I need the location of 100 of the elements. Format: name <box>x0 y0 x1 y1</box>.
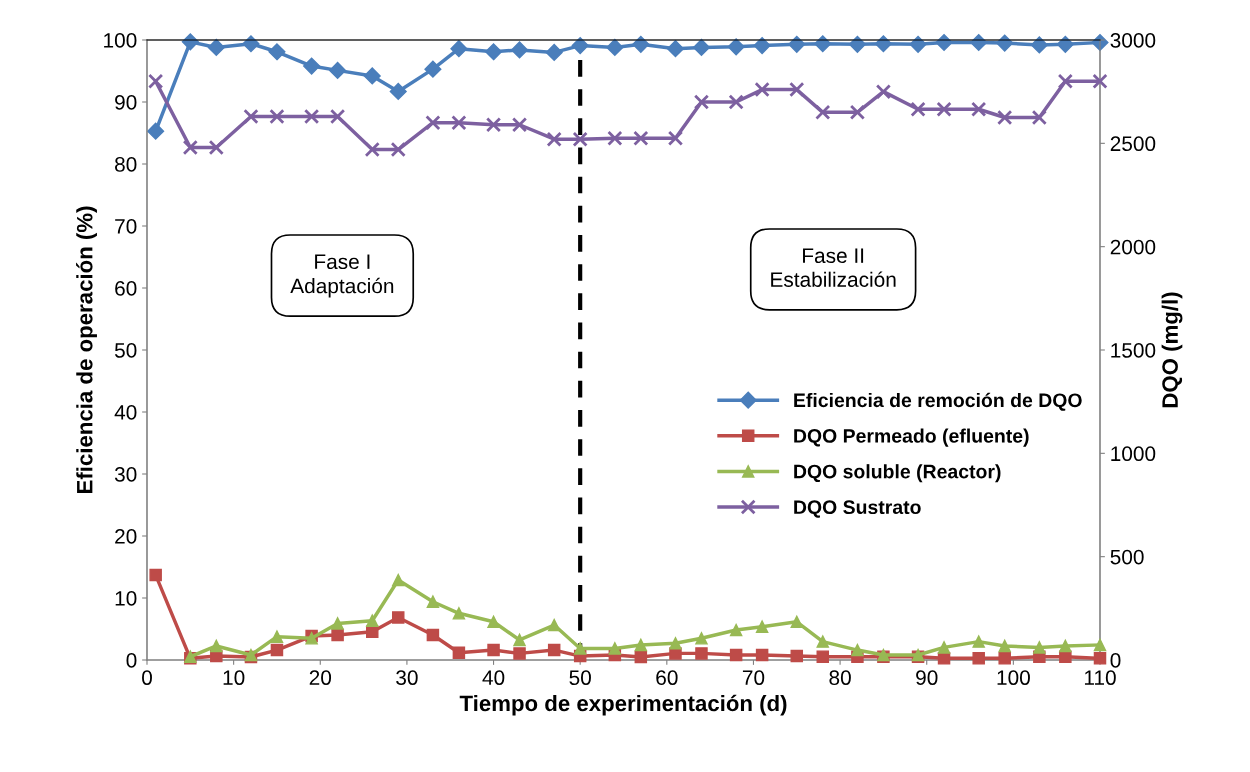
y2-tick-label: 500 <box>1110 549 1144 565</box>
point <box>487 643 500 657</box>
point <box>1059 650 1072 663</box>
y-tick-label: 90 <box>115 95 137 110</box>
point <box>207 38 225 56</box>
y-tick-label: 50 <box>114 343 137 358</box>
point <box>754 81 770 98</box>
point <box>547 618 561 632</box>
point <box>606 38 624 56</box>
point <box>364 141 380 158</box>
point <box>669 637 682 650</box>
point <box>268 43 286 61</box>
point <box>303 108 320 125</box>
point <box>936 101 952 117</box>
point <box>547 643 561 657</box>
point <box>1033 641 1046 654</box>
point <box>511 117 528 133</box>
y2-tick-label: 0 <box>1110 653 1121 668</box>
point <box>270 643 284 657</box>
point <box>816 635 830 648</box>
legend-label: Eficiencia de remoción de DQO <box>794 392 1082 411</box>
x-tick-label: 60 <box>656 670 678 686</box>
point <box>545 43 563 61</box>
point <box>634 638 648 652</box>
point <box>389 82 407 101</box>
y-tick-label: 10 <box>115 591 137 606</box>
legend-label: DQO soluble (Reactor) <box>794 464 1001 483</box>
point <box>391 573 405 587</box>
point <box>729 648 743 662</box>
point <box>571 37 589 55</box>
x-tick-label: 0 <box>142 670 152 686</box>
point <box>485 117 502 133</box>
point <box>1059 639 1072 653</box>
y-tick-label: 60 <box>115 281 137 296</box>
point <box>998 639 1011 653</box>
point <box>1030 36 1048 54</box>
point <box>789 81 805 98</box>
point <box>755 620 769 633</box>
legend-label: DQO Permeado (efluente) <box>794 428 1029 447</box>
point <box>815 104 831 120</box>
point <box>1093 652 1107 665</box>
point <box>753 37 771 55</box>
point <box>728 94 744 110</box>
point <box>149 568 162 582</box>
point <box>755 648 769 662</box>
point <box>695 632 708 645</box>
y2-tick-label: 3000 <box>1110 33 1156 48</box>
y-tick-label: 80 <box>115 157 137 172</box>
y-tick-label: 40 <box>114 405 137 420</box>
point <box>972 635 985 648</box>
point <box>1092 73 1108 89</box>
point <box>270 630 284 643</box>
y2-tick-label: 2000 <box>1110 239 1156 255</box>
point <box>366 625 379 638</box>
point <box>484 43 503 61</box>
point <box>452 607 466 620</box>
y-tick-label: 100 <box>104 33 137 48</box>
point <box>875 84 892 100</box>
point <box>147 122 165 140</box>
point <box>331 617 344 630</box>
point <box>692 38 711 56</box>
point <box>997 109 1013 126</box>
point <box>546 131 562 147</box>
point <box>909 35 927 53</box>
x-tick-label: 40 <box>482 670 505 686</box>
point <box>390 141 406 158</box>
y2-tick-label: 1000 <box>1111 446 1156 462</box>
point <box>391 611 405 624</box>
point <box>727 38 745 56</box>
point <box>426 628 440 642</box>
y2-axis-title: DQO (mg/l) <box>1161 292 1183 408</box>
point <box>450 40 468 58</box>
point <box>210 639 223 653</box>
point <box>510 41 529 59</box>
point <box>148 73 164 89</box>
point <box>366 614 379 627</box>
point <box>452 646 466 660</box>
point <box>1057 73 1073 89</box>
point <box>208 139 224 156</box>
point <box>790 649 804 663</box>
point <box>329 61 347 79</box>
point <box>426 595 440 608</box>
point <box>634 650 648 664</box>
legend-label: DQO Sustrato <box>794 500 921 518</box>
point <box>182 139 198 156</box>
x-tick-label: 30 <box>396 670 418 686</box>
point <box>693 94 710 110</box>
point <box>331 628 344 642</box>
point <box>816 650 830 663</box>
point <box>633 130 649 146</box>
x-tick-label: 10 <box>223 670 245 686</box>
point <box>937 641 951 654</box>
point <box>851 643 864 657</box>
point <box>1031 109 1047 126</box>
point <box>996 34 1014 52</box>
point <box>242 35 260 53</box>
x-tick-label: 110 <box>1084 670 1116 686</box>
x-tick-label: 90 <box>916 670 938 686</box>
point <box>513 647 526 660</box>
point <box>849 104 866 120</box>
